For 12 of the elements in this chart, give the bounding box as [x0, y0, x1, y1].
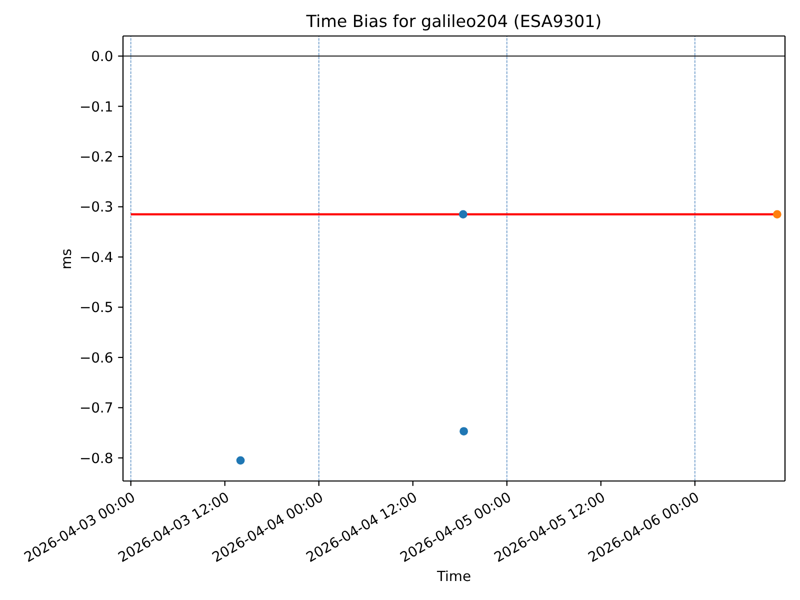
y-tick-label: −0.7 — [79, 400, 114, 417]
y-axis-title: ms — [58, 248, 76, 269]
y-tick-label: −0.4 — [79, 250, 114, 266]
y-tick-label: −0.6 — [79, 350, 114, 366]
y-tick-label: −0.2 — [79, 149, 114, 166]
y-tick-label: −0.8 — [79, 450, 114, 467]
y-tick-label: −0.1 — [79, 99, 114, 116]
x-axis-title: Time — [436, 568, 472, 586]
y-tick-label: 0.0 — [91, 49, 114, 66]
y-tick-label: −0.3 — [79, 200, 114, 216]
y-tick-label: −0.5 — [79, 300, 114, 316]
chart-title: Time Bias for galileo204 (ESA9301) — [305, 11, 603, 31]
